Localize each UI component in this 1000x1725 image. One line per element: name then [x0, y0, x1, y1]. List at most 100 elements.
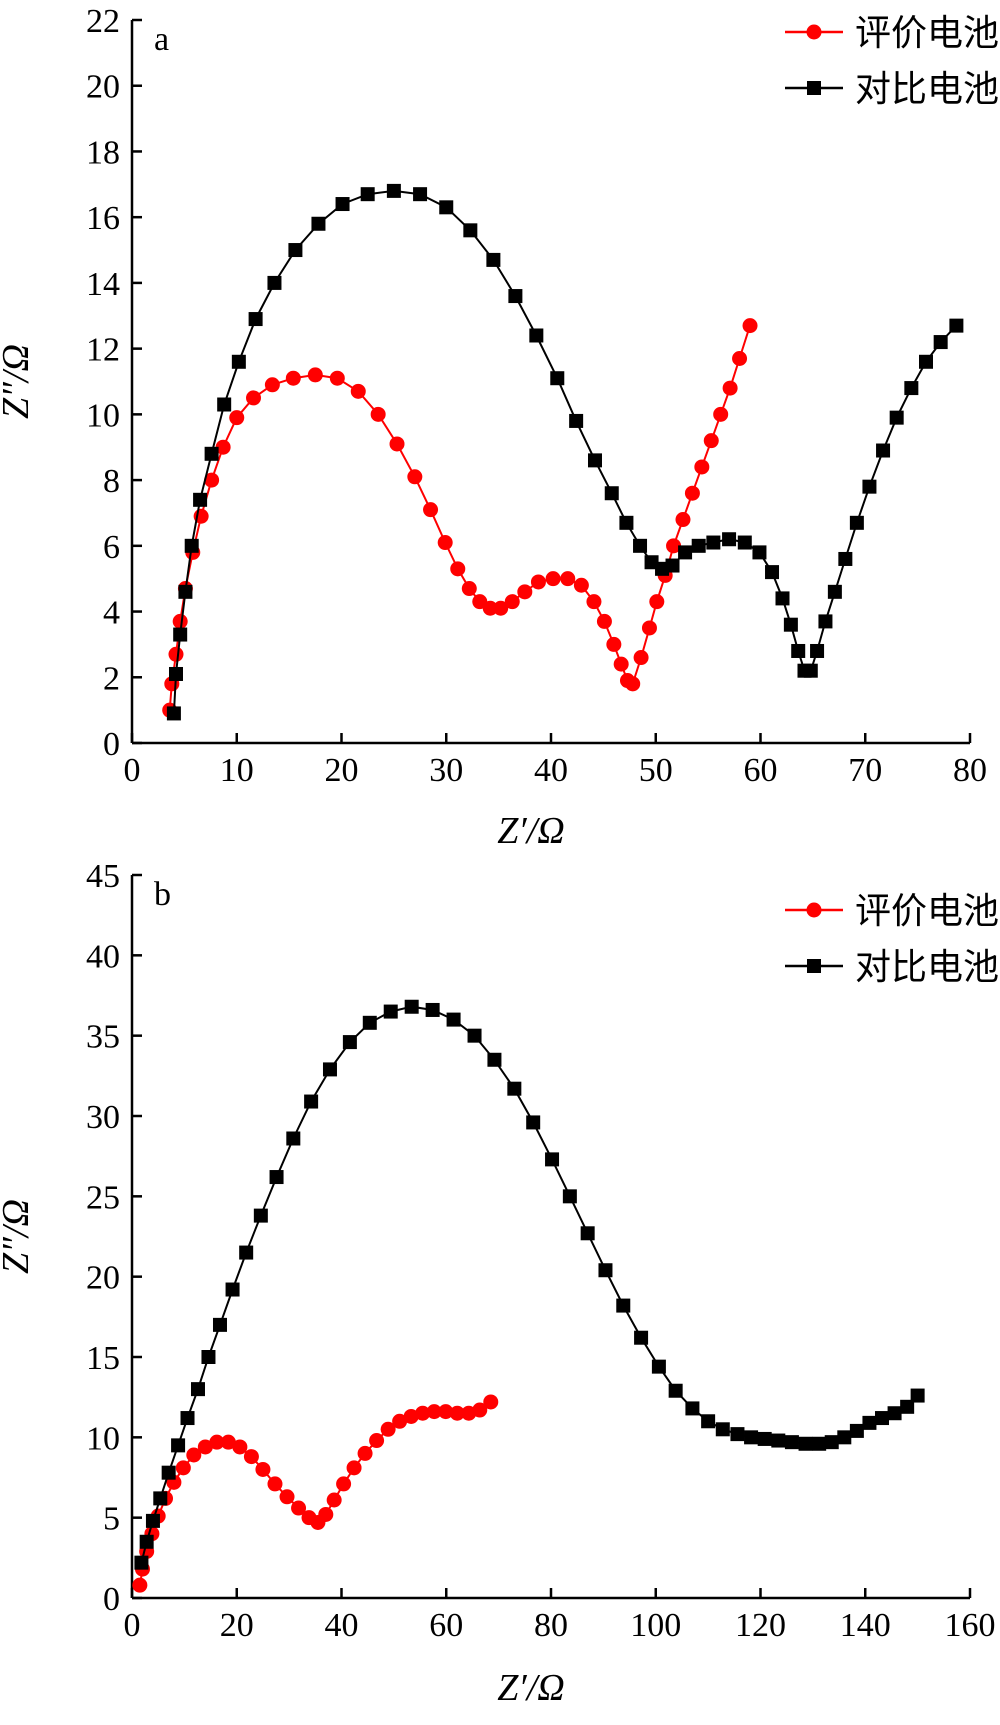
- data-point: [910, 1388, 925, 1403]
- data-point: [161, 1465, 176, 1480]
- x-tick-label: 10: [220, 752, 254, 789]
- x-tick-label: 120: [735, 1607, 786, 1644]
- data-point: [209, 1434, 225, 1450]
- data-point: [849, 515, 864, 530]
- data-point: [193, 492, 208, 507]
- y-tick-label: 20: [86, 69, 120, 106]
- data-point: [573, 577, 589, 593]
- data-point: [616, 1298, 631, 1313]
- y-tick-label: 30: [86, 1099, 120, 1136]
- data-point: [862, 479, 877, 494]
- x-tick-label: 0: [124, 752, 141, 789]
- data-point: [204, 472, 220, 488]
- data-point: [467, 1028, 482, 1043]
- data-point: [685, 1401, 700, 1416]
- data-point: [318, 1506, 334, 1522]
- data-point: [757, 1431, 772, 1446]
- data-point: [229, 410, 245, 426]
- data-point: [665, 558, 680, 573]
- data-point: [633, 650, 649, 666]
- data-point: [887, 1406, 902, 1421]
- data-point: [326, 1492, 342, 1508]
- data-point: [651, 1359, 666, 1374]
- series-red: [132, 1394, 499, 1593]
- data-point: [153, 1491, 168, 1506]
- series-line: [168, 325, 751, 711]
- x-axis-title: Z′/Ω: [497, 810, 564, 852]
- y-tick-label: 35: [86, 1019, 120, 1056]
- x-tick-label: 30: [429, 752, 463, 789]
- data-point: [173, 627, 188, 642]
- data-point: [545, 571, 561, 587]
- data-point: [311, 216, 326, 231]
- data-point: [530, 574, 546, 590]
- data-point: [889, 410, 904, 425]
- data-point: [362, 1015, 377, 1030]
- data-point: [904, 381, 919, 396]
- x-tick-label: 20: [220, 1607, 254, 1644]
- y-tick-label: 2: [103, 660, 120, 697]
- data-point: [184, 538, 199, 553]
- y-tick-label: 10: [86, 1420, 120, 1457]
- y-tick-label: 14: [86, 266, 120, 303]
- x-tick-label: 60: [429, 1607, 463, 1644]
- data-point: [450, 561, 466, 577]
- data-point: [752, 545, 767, 560]
- data-point: [493, 600, 509, 616]
- data-point: [386, 183, 401, 198]
- data-point: [286, 1131, 301, 1146]
- legend-label: 评价电池: [855, 891, 999, 932]
- data-point: [197, 1439, 213, 1455]
- data-point: [217, 397, 232, 412]
- data-point: [604, 486, 619, 501]
- data-point: [550, 371, 565, 386]
- data-point: [232, 1439, 248, 1455]
- data-point: [504, 594, 520, 610]
- data-point: [919, 354, 934, 369]
- data-point: [215, 439, 231, 455]
- chart-panel-a: 0 10 20 30 40 50 60 70 80 0 2 4 6 8 10 12 14 16 18 20 22 a Z′/…: [0, 3, 999, 852]
- data-point: [694, 459, 710, 475]
- data-point: [212, 1317, 227, 1332]
- legend-label: 对比电池: [855, 947, 999, 988]
- data-point: [487, 1052, 502, 1067]
- data-point: [783, 617, 798, 632]
- series-black: [166, 183, 964, 721]
- data-point: [744, 1430, 759, 1445]
- data-point: [253, 1208, 268, 1223]
- data-point: [279, 1489, 295, 1505]
- data-point: [791, 643, 806, 658]
- y-tick-label: 12: [86, 332, 120, 369]
- data-point: [389, 436, 405, 452]
- data-point: [134, 1555, 149, 1570]
- data-point: [678, 545, 693, 560]
- x-tick-label: 70: [848, 752, 882, 789]
- legend-label: 评价电池: [855, 13, 999, 54]
- y-tick-label: 10: [86, 397, 120, 434]
- y-tick-label: 0: [103, 726, 120, 763]
- x-axis-title: Z′/Ω: [497, 1667, 564, 1709]
- data-point: [288, 243, 303, 258]
- data-point: [812, 1436, 827, 1451]
- data-point: [329, 370, 345, 386]
- data-point: [383, 1004, 398, 1019]
- data-point: [267, 275, 282, 290]
- data-point: [145, 1513, 160, 1528]
- legend-marker: [806, 902, 822, 918]
- data-point: [231, 354, 246, 369]
- y-tick-label: 18: [86, 134, 120, 171]
- x-tick-label: 140: [840, 1607, 891, 1644]
- data-point: [649, 594, 665, 610]
- data-point: [463, 223, 478, 238]
- y-tick-label: 40: [86, 938, 120, 975]
- data-point: [900, 1399, 915, 1414]
- data-point: [838, 551, 853, 566]
- data-point: [875, 1411, 890, 1426]
- data-point: [587, 453, 602, 468]
- data-point: [415, 1405, 431, 1421]
- data-point: [483, 1394, 499, 1410]
- data-point: [641, 620, 657, 636]
- data-point: [186, 1447, 202, 1463]
- y-tick-label: 22: [86, 3, 120, 40]
